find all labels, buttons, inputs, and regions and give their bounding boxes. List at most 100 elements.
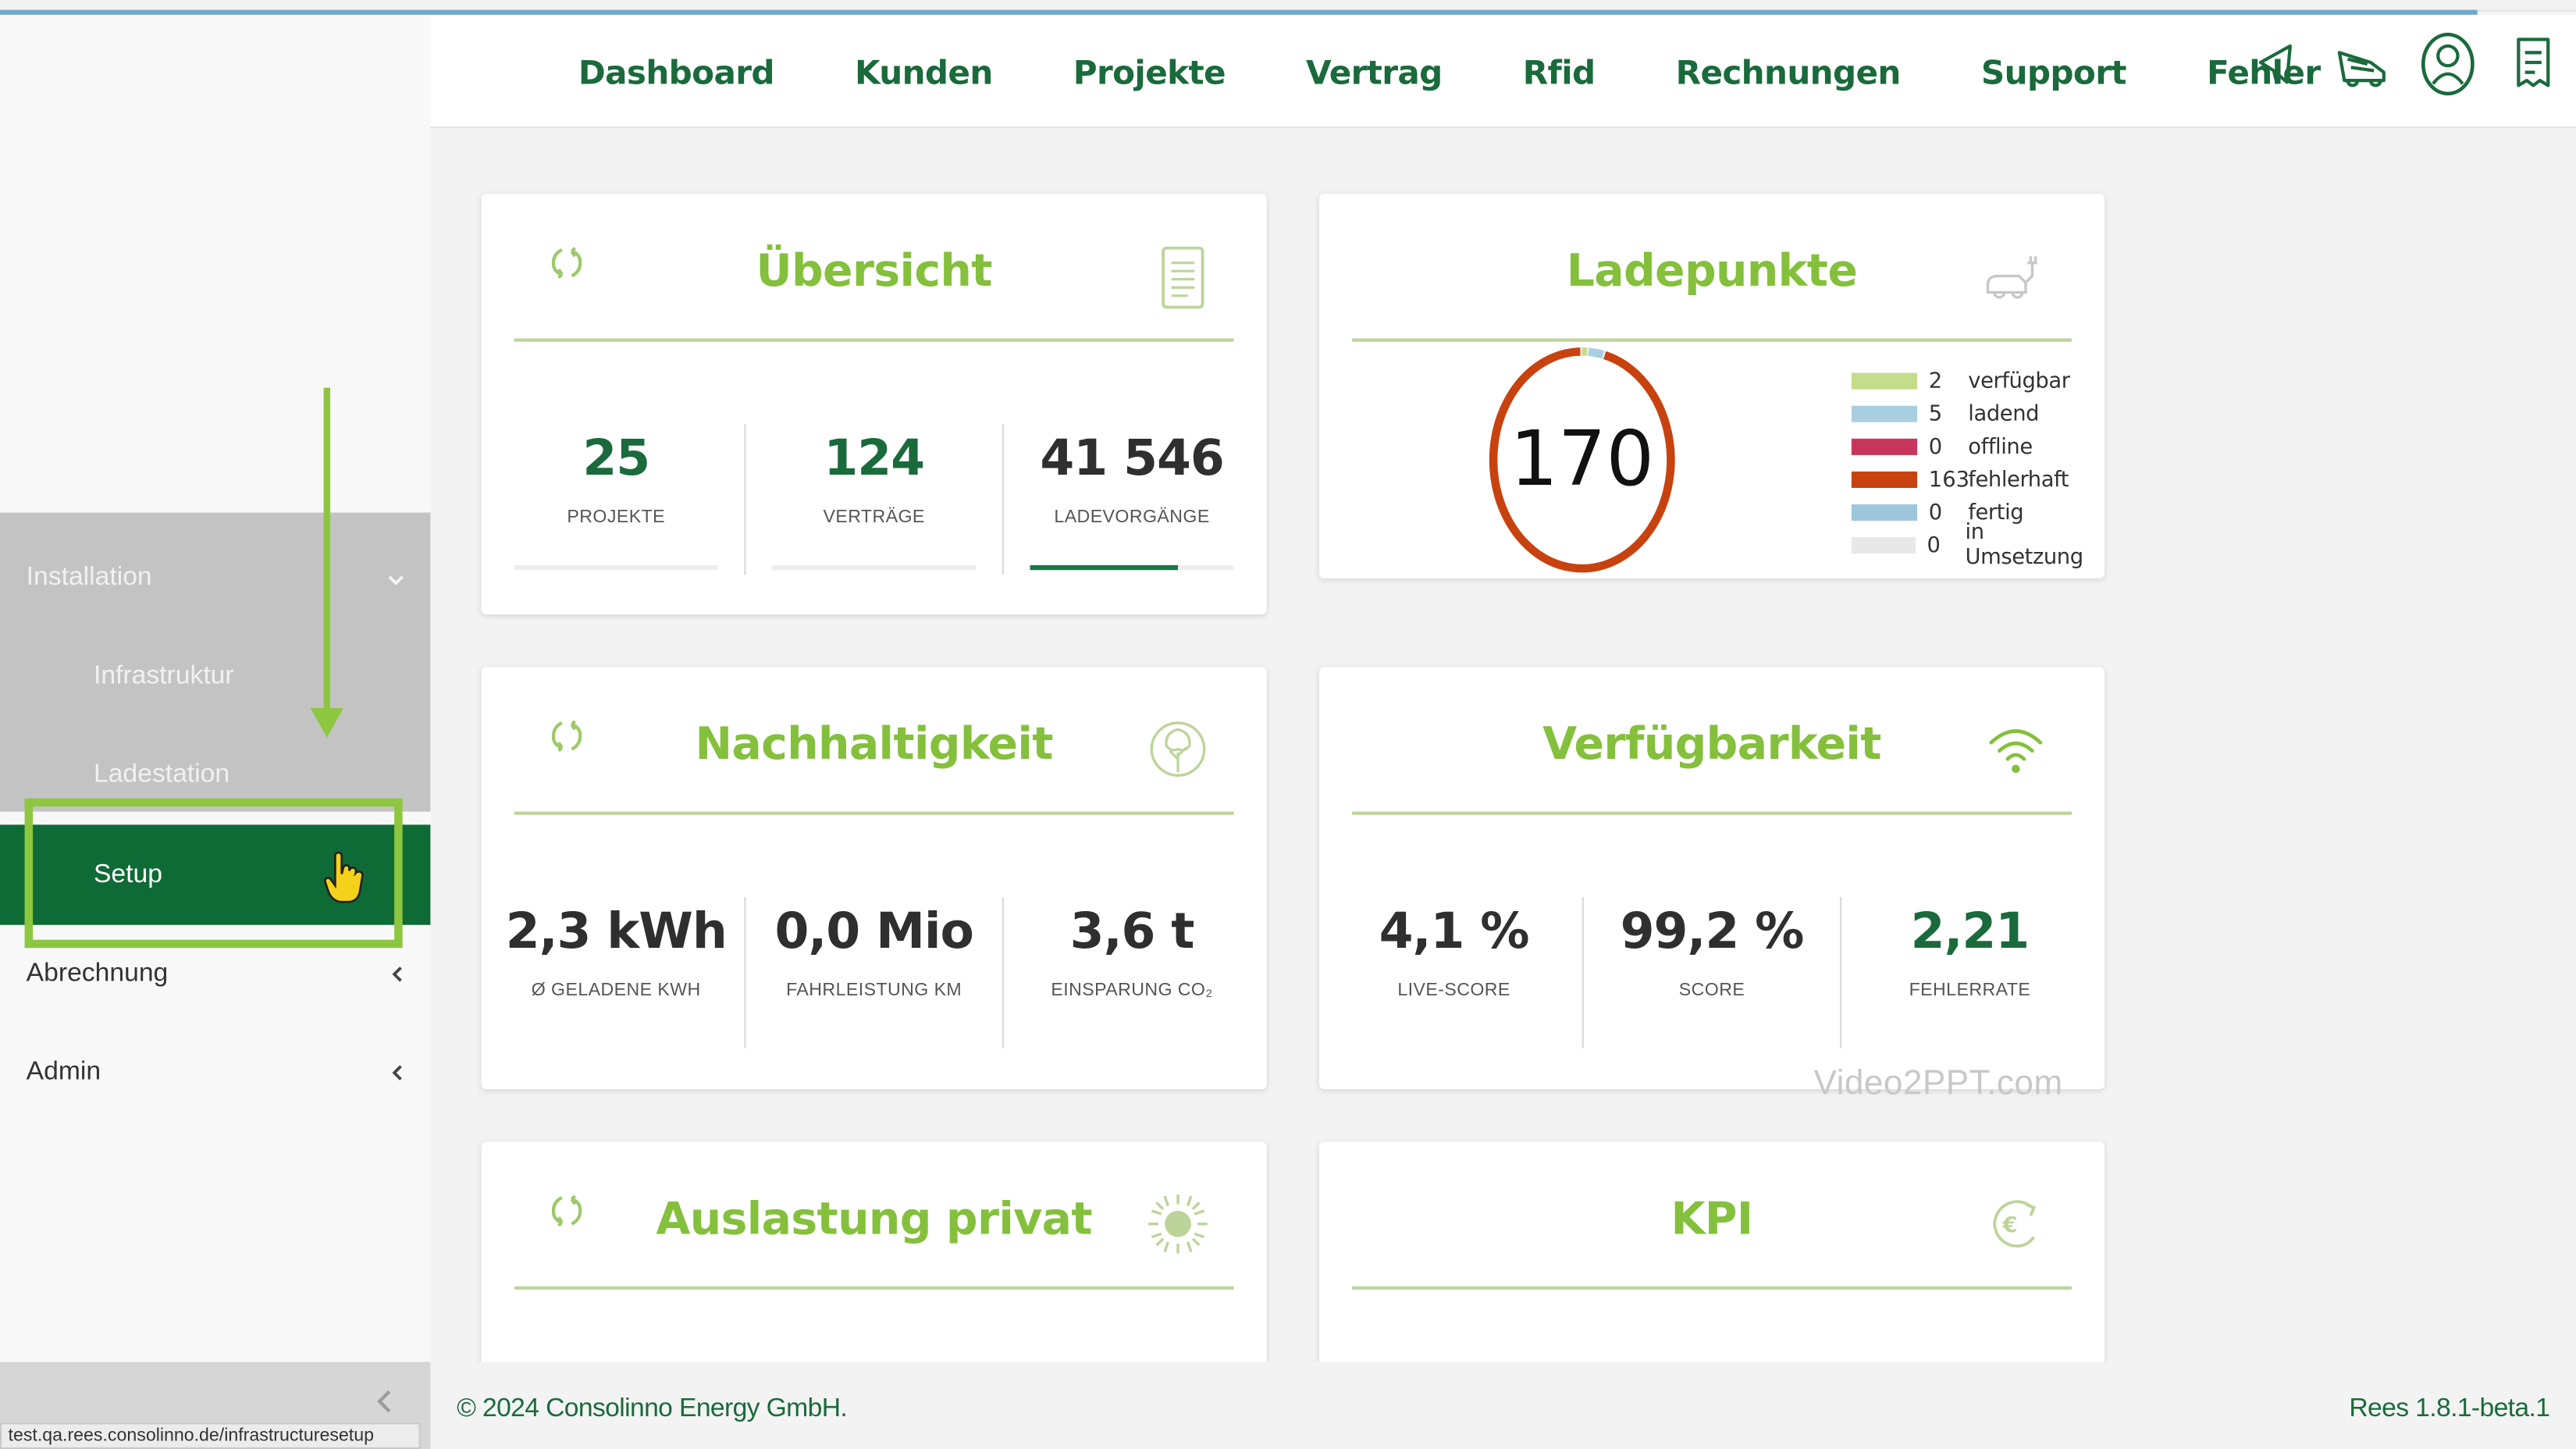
legend-count: 0 <box>1928 500 1943 525</box>
sidebar-item-label: Setup <box>93 860 162 888</box>
metric-geladene-kwh[interactable]: 2,3 kWh Ø GELADENE KWH <box>486 903 746 1000</box>
truck-icon[interactable] <box>2333 31 2393 97</box>
sidebar-item-label: Infrastruktur <box>93 662 234 690</box>
refresh-icon[interactable] <box>547 243 587 294</box>
legend-count: 0 <box>1927 532 1941 558</box>
donut-segment-ladend[interactable] <box>1588 347 1605 359</box>
sidebar-item-infrastruktur[interactable]: Infrastruktur <box>0 628 430 726</box>
legend-label: in Umsetzung <box>1965 521 2084 571</box>
metric-projekte[interactable]: 25 PROJEKTE <box>486 430 746 527</box>
legend-item[interactable]: 163 fehlerhaft <box>1851 463 2105 496</box>
nav-vertrag[interactable]: Vertrag <box>1306 52 1443 91</box>
legend-item[interactable]: 0 fertig <box>1851 496 2105 529</box>
donut-total: 170 <box>1510 415 1654 503</box>
nav-rfid[interactable]: Rfid <box>1522 52 1596 91</box>
metric-separator <box>744 896 746 1048</box>
top-progress-line <box>0 9 2478 15</box>
refresh-icon[interactable] <box>547 716 587 767</box>
legend-item[interactable]: 2 verfügbar <box>1851 365 2105 397</box>
legend-label: offline <box>1968 434 2033 460</box>
legend-count: 2 <box>1928 368 1943 393</box>
footer: © 2024 Consolinno Energy GmbH. Rees 1.8.… <box>430 1362 2576 1449</box>
legend-item[interactable]: 5 ladend <box>1851 397 2105 430</box>
chevron-down-icon <box>388 565 404 592</box>
card-title: KPI <box>1670 1194 1754 1246</box>
card-kpi: KPI € <box>1318 1141 2105 1372</box>
metric-vertraege[interactable]: 124 VERTRÄGE <box>744 430 1004 527</box>
metric-label: PROJEKTE <box>567 507 666 528</box>
sidebar-item-label: Abrechnung <box>26 959 169 988</box>
euro-refresh-icon: € <box>1986 1194 2045 1262</box>
sidebar-item-abrechnung[interactable]: Abrechnung <box>0 925 430 1024</box>
metric-separator <box>1002 896 1004 1048</box>
metric-ladevorgaenge[interactable]: 41 546 LADEVORGÄNGE <box>1002 430 1262 527</box>
metric-separator <box>1582 896 1584 1048</box>
megaphone-icon[interactable] <box>2247 31 2307 97</box>
sidebar-item-label: Ladestation <box>93 760 230 789</box>
legend-label: fertig <box>1968 500 2024 525</box>
chevron-left-icon <box>391 1059 404 1086</box>
card-title: Ladepunkte <box>1566 246 1858 297</box>
tab-underline <box>772 564 977 571</box>
tab-underline-active <box>1030 564 1178 571</box>
nav-support[interactable]: Support <box>1980 52 2127 91</box>
metric-label: LIVE-SCORE <box>1397 981 1510 1001</box>
legend-label: fehlerhaft <box>1968 467 2069 493</box>
metric-value: 41 546 <box>1040 430 1224 488</box>
donut-chart[interactable]: 170 <box>1483 342 1681 579</box>
metric-separator <box>1840 896 1842 1048</box>
metric-fehlerrate[interactable]: 2,21 FEHLERRATE <box>1840 903 2100 1000</box>
annotation-arrow <box>323 387 331 717</box>
nav-dashboard[interactable]: Dashboard <box>578 52 775 91</box>
chart-legend: 2 verfügbar 5 ladend 0 offline 163 fehle… <box>1851 365 2105 570</box>
status-url: test.qa.rees.consolinno.de/infrastructur… <box>0 1422 421 1449</box>
legend-count: 5 <box>1928 401 1943 427</box>
collapse-sidebar-icon[interactable] <box>376 1387 393 1421</box>
card-divider <box>514 338 1234 342</box>
metric-value: 4,1 % <box>1379 903 1530 962</box>
card-divider <box>1352 1286 2072 1290</box>
tree-icon <box>1148 713 1208 793</box>
sidebar-item-label: Installation <box>26 563 152 592</box>
legend-swatch <box>1851 537 1916 554</box>
receipt-icon[interactable] <box>2503 31 2563 97</box>
nav-kunden[interactable]: Kunden <box>854 52 993 91</box>
metric-live-score[interactable]: 4,1 % LIVE-SCORE <box>1324 903 1584 1000</box>
card-divider <box>514 1286 1234 1290</box>
metric-score[interactable]: 99,2 % SCORE <box>1582 903 1842 1000</box>
card-ladepunkte: Ladepunkte 170 2 verfügbar 5 ladend <box>1318 194 2105 579</box>
sun-icon <box>1148 1191 1208 1266</box>
metric-einsparung-co2[interactable]: 3,6 t EINSPARUNG CO₂ <box>1002 903 1262 1000</box>
metric-value: 99,2 % <box>1620 903 1805 962</box>
main-nav: Dashboard Kunden Projekte Vertrag Rfid R… <box>578 15 2321 128</box>
sidebar-item-installation[interactable]: Installation <box>0 529 430 628</box>
user-circle-icon[interactable] <box>2418 31 2478 97</box>
hand-cursor-icon <box>322 851 365 915</box>
sidebar-item-admin[interactable]: Admin <box>0 1024 430 1122</box>
header-icons <box>2247 31 2563 97</box>
legend-item[interactable]: 0 in Umsetzung <box>1851 521 2105 570</box>
metric-separator <box>744 423 746 575</box>
sidebar-installation-group <box>0 512 431 812</box>
legend-swatch <box>1851 504 1918 522</box>
document-icon <box>1158 240 1208 320</box>
donut-segment-fehlerhaft[interactable] <box>1489 347 1675 573</box>
metric-label: FAHRLEISTUNG KM <box>786 981 962 1001</box>
legend-item[interactable]: 0 offline <box>1851 430 2105 463</box>
card-nachhaltigkeit: Nachhaltigkeit 2,3 kWh Ø GELADENE KWH 0,… <box>481 667 1267 1090</box>
watermark: Video2PPT.com <box>1813 1064 2063 1102</box>
sidebar-item-ladestation[interactable]: Ladestation <box>0 726 430 824</box>
nav-projekte[interactable]: Projekte <box>1073 52 1226 91</box>
metric-fahrleistung[interactable]: 0,0 Mio FAHRLEISTUNG KM <box>744 903 1004 1000</box>
metric-label: Ø GELADENE KWH <box>531 981 701 1001</box>
metric-label: LADEVORGÄNGE <box>1054 507 1210 528</box>
annotation-highlight-box <box>24 798 403 949</box>
nav-rechnungen[interactable]: Rechnungen <box>1675 52 1902 91</box>
card-divider <box>1352 811 2072 815</box>
ev-charger-icon <box>1983 253 2045 314</box>
refresh-icon[interactable] <box>547 1191 587 1242</box>
metric-label: VERTRÄGE <box>823 507 925 528</box>
card-title: Auslastung privat <box>656 1194 1092 1246</box>
metric-separator <box>1002 423 1004 575</box>
nav-fehler[interactable]: Fehler <box>2206 52 2321 91</box>
